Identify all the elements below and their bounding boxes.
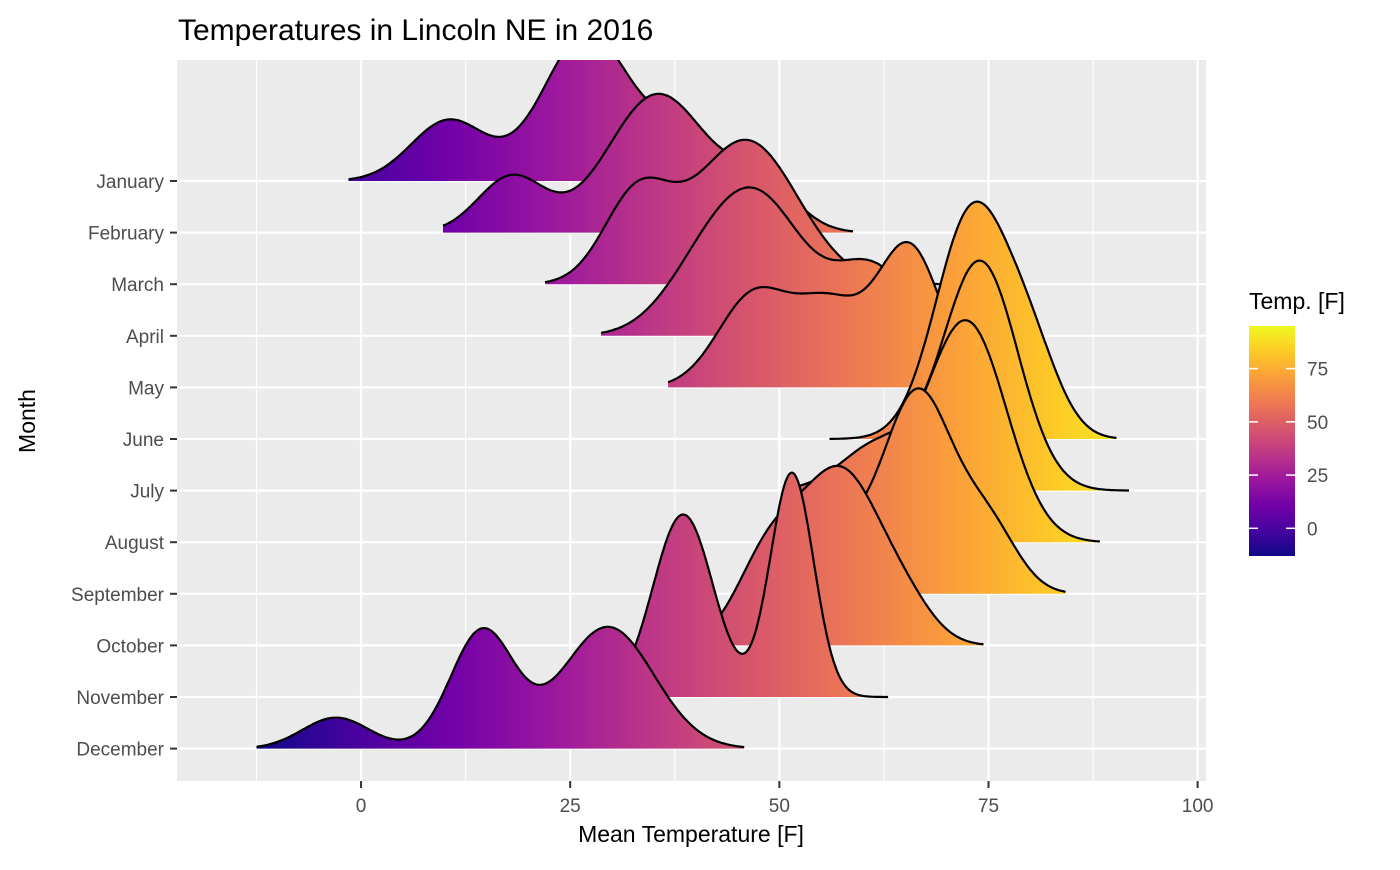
legend-colorbar bbox=[1249, 326, 1295, 556]
y-tick-label: February bbox=[88, 224, 165, 245]
y-axis-title: Month bbox=[14, 389, 40, 453]
ridge-outline bbox=[829, 200, 1117, 440]
legend-tick-label: 25 bbox=[1307, 466, 1328, 487]
ridge-fill bbox=[256, 626, 745, 749]
ridge-november bbox=[615, 471, 889, 699]
x-tick-label: 25 bbox=[560, 796, 581, 817]
y-tick-label: November bbox=[76, 688, 164, 709]
y-tick-label: September bbox=[71, 585, 165, 606]
y-tick-label: October bbox=[96, 636, 164, 657]
legend-title: Temp. [F] bbox=[1249, 288, 1345, 314]
y-tick-label: March bbox=[111, 275, 164, 296]
y-tick-label: December bbox=[76, 740, 164, 761]
legend-tick-label: 50 bbox=[1307, 413, 1328, 434]
ridge-outline bbox=[615, 471, 889, 699]
y-axis: January February March April May June July Augu… bbox=[71, 172, 177, 761]
ridge-october bbox=[678, 464, 984, 646]
y-tick-label: May bbox=[128, 378, 164, 399]
legend: Temp. [F] 0 25 50 75 bbox=[1249, 288, 1345, 556]
ridge-outline bbox=[799, 259, 1129, 492]
x-axis: 0 25 50 75 100 bbox=[356, 781, 1214, 817]
ridge-outline bbox=[678, 464, 984, 646]
x-axis-title: Mean Temperature [F] bbox=[578, 821, 804, 847]
x-tick-label: 50 bbox=[769, 796, 790, 817]
ridge-fill bbox=[616, 472, 889, 697]
x-tick-label: 100 bbox=[1182, 796, 1214, 817]
y-tick-label: July bbox=[130, 482, 164, 503]
ridge-outline bbox=[256, 625, 745, 749]
chart-title: Temperatures in Lincoln NE in 2016 bbox=[178, 14, 653, 47]
y-tick-label: April bbox=[126, 327, 164, 348]
ridge-december bbox=[256, 625, 745, 749]
ridge-fill bbox=[679, 465, 984, 646]
y-tick-label: June bbox=[123, 430, 164, 451]
ridge-fill bbox=[737, 388, 1066, 594]
x-tick-label: 0 bbox=[356, 796, 367, 817]
x-tick-label: 75 bbox=[978, 796, 999, 817]
ridges bbox=[256, 60, 1129, 749]
legend-ticks: 0 25 50 75 bbox=[1249, 360, 1328, 540]
legend-tick-label: 75 bbox=[1307, 360, 1328, 381]
legend-tick-label: 0 bbox=[1307, 519, 1318, 540]
y-tick-label: August bbox=[105, 533, 165, 554]
y-tick-label: January bbox=[96, 172, 164, 193]
